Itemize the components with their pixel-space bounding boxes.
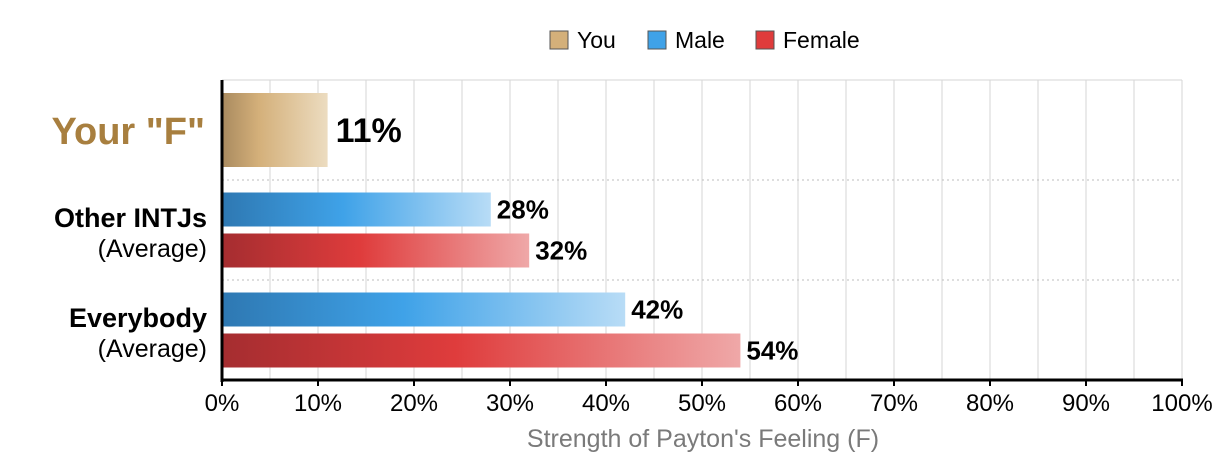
group-label: Other INTJs <box>54 203 207 233</box>
x-tick-label: 10% <box>294 390 342 417</box>
group-label: Everybody <box>69 303 207 333</box>
bar-value-label: 54% <box>746 336 798 366</box>
x-tick-label: 0% <box>205 390 240 417</box>
legend: You Male Female <box>549 27 860 53</box>
legend-swatch-female <box>755 30 775 50</box>
legend-label-male: Male <box>675 27 725 53</box>
x-axis: 0% 10% 20% 30% 40% 50% 60% 70% 80% 90% 100% <box>205 80 1213 417</box>
x-tick-label: 50% <box>678 390 726 417</box>
x-tick-label: 60% <box>774 390 822 417</box>
bar-female-1 <box>222 233 530 268</box>
group-labels: Your "F"Other INTJs(Average)Everybody(Av… <box>51 111 207 363</box>
group-label: Your "F" <box>51 111 205 153</box>
x-tick-label: 30% <box>486 390 534 417</box>
bar-value-label: 32% <box>535 236 587 266</box>
legend-swatch-you <box>549 30 569 50</box>
x-tick-label: 80% <box>966 390 1014 417</box>
x-axis-title: Strength of Payton's Feeling (F) <box>527 425 879 453</box>
bar-male-1 <box>222 192 491 227</box>
x-tick-label: 40% <box>582 390 630 417</box>
bar-you-0 <box>222 93 328 167</box>
legend-swatch-male <box>647 30 667 50</box>
bar-value-label: 28% <box>497 195 549 225</box>
group-sublabel: (Average) <box>98 335 207 363</box>
group-sublabel: (Average) <box>98 235 207 263</box>
bar-value-label: 11% <box>336 112 402 150</box>
legend-label-female: Female <box>783 27 860 53</box>
bars: 11% 28% 32% 42% 54% <box>222 93 798 368</box>
x-tick-label: 70% <box>870 390 918 417</box>
bar-male-2 <box>222 292 626 327</box>
x-tick-label: 90% <box>1062 390 1110 417</box>
legend-label-you: You <box>577 27 616 53</box>
x-tick-label: 20% <box>390 390 438 417</box>
bar-value-label: 42% <box>631 295 683 325</box>
x-tick-label: 100% <box>1151 390 1212 417</box>
grid <box>222 79 1183 380</box>
bar-female-2 <box>222 333 741 368</box>
